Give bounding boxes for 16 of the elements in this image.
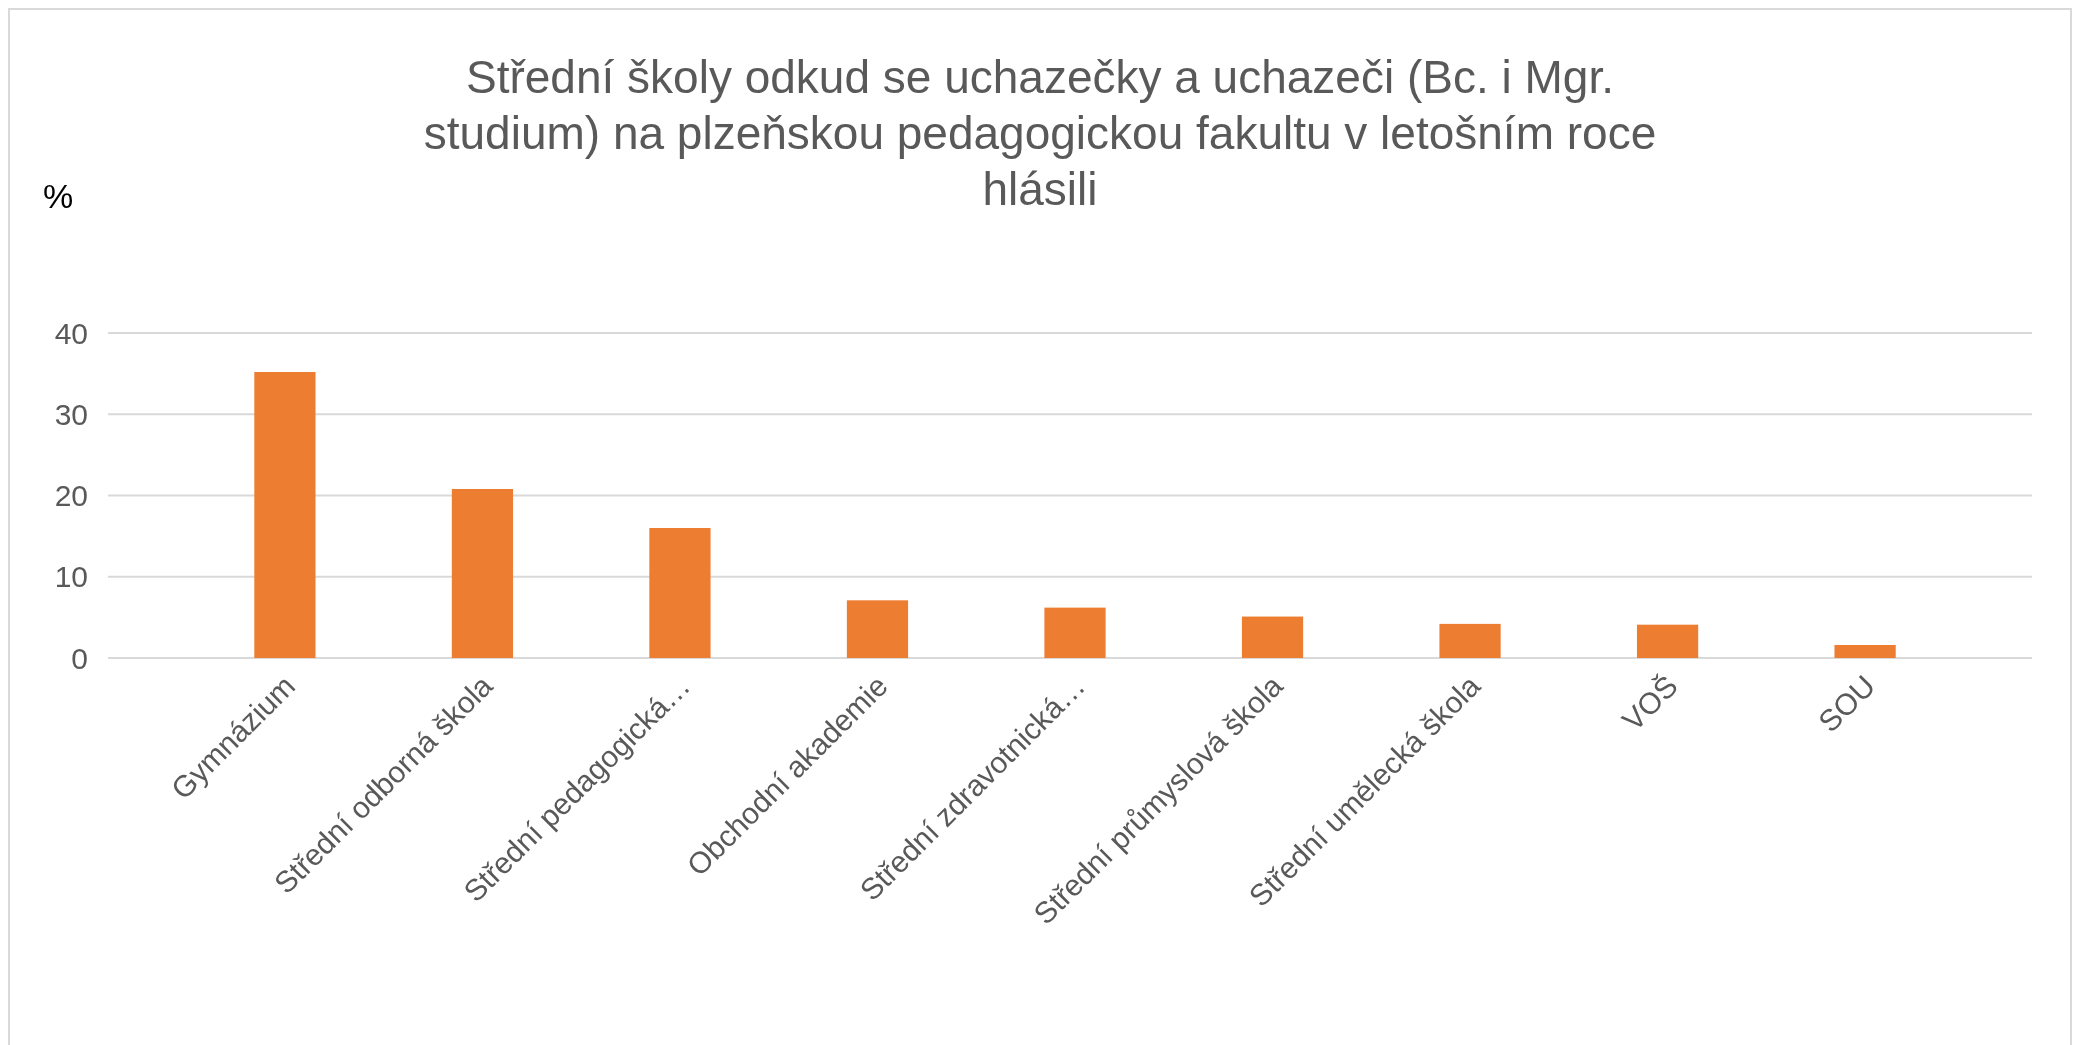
bar	[1439, 623, 1501, 658]
y-tick-label: 40	[54, 316, 88, 350]
y-tick-label: 10	[54, 560, 88, 594]
y-axis-title: %	[42, 177, 74, 215]
y-tick-label: 30	[54, 397, 88, 431]
chart-title: Střední školy odkud se uchazečky a uchazeči (Bc. i Mgr. studium) na plzeňskou pedagogickou fakultu v letošním roce hlásili	[423, 51, 1657, 215]
bar	[846, 600, 909, 658]
y-tick-label: 20	[54, 479, 88, 512]
bar	[1834, 645, 1896, 658]
bar	[254, 372, 316, 658]
bar	[451, 489, 514, 658]
y-tick-label: 0	[71, 641, 88, 675]
bar	[1241, 616, 1304, 658]
bar	[1636, 624, 1699, 658]
bar	[649, 528, 711, 658]
bar	[1044, 607, 1106, 658]
